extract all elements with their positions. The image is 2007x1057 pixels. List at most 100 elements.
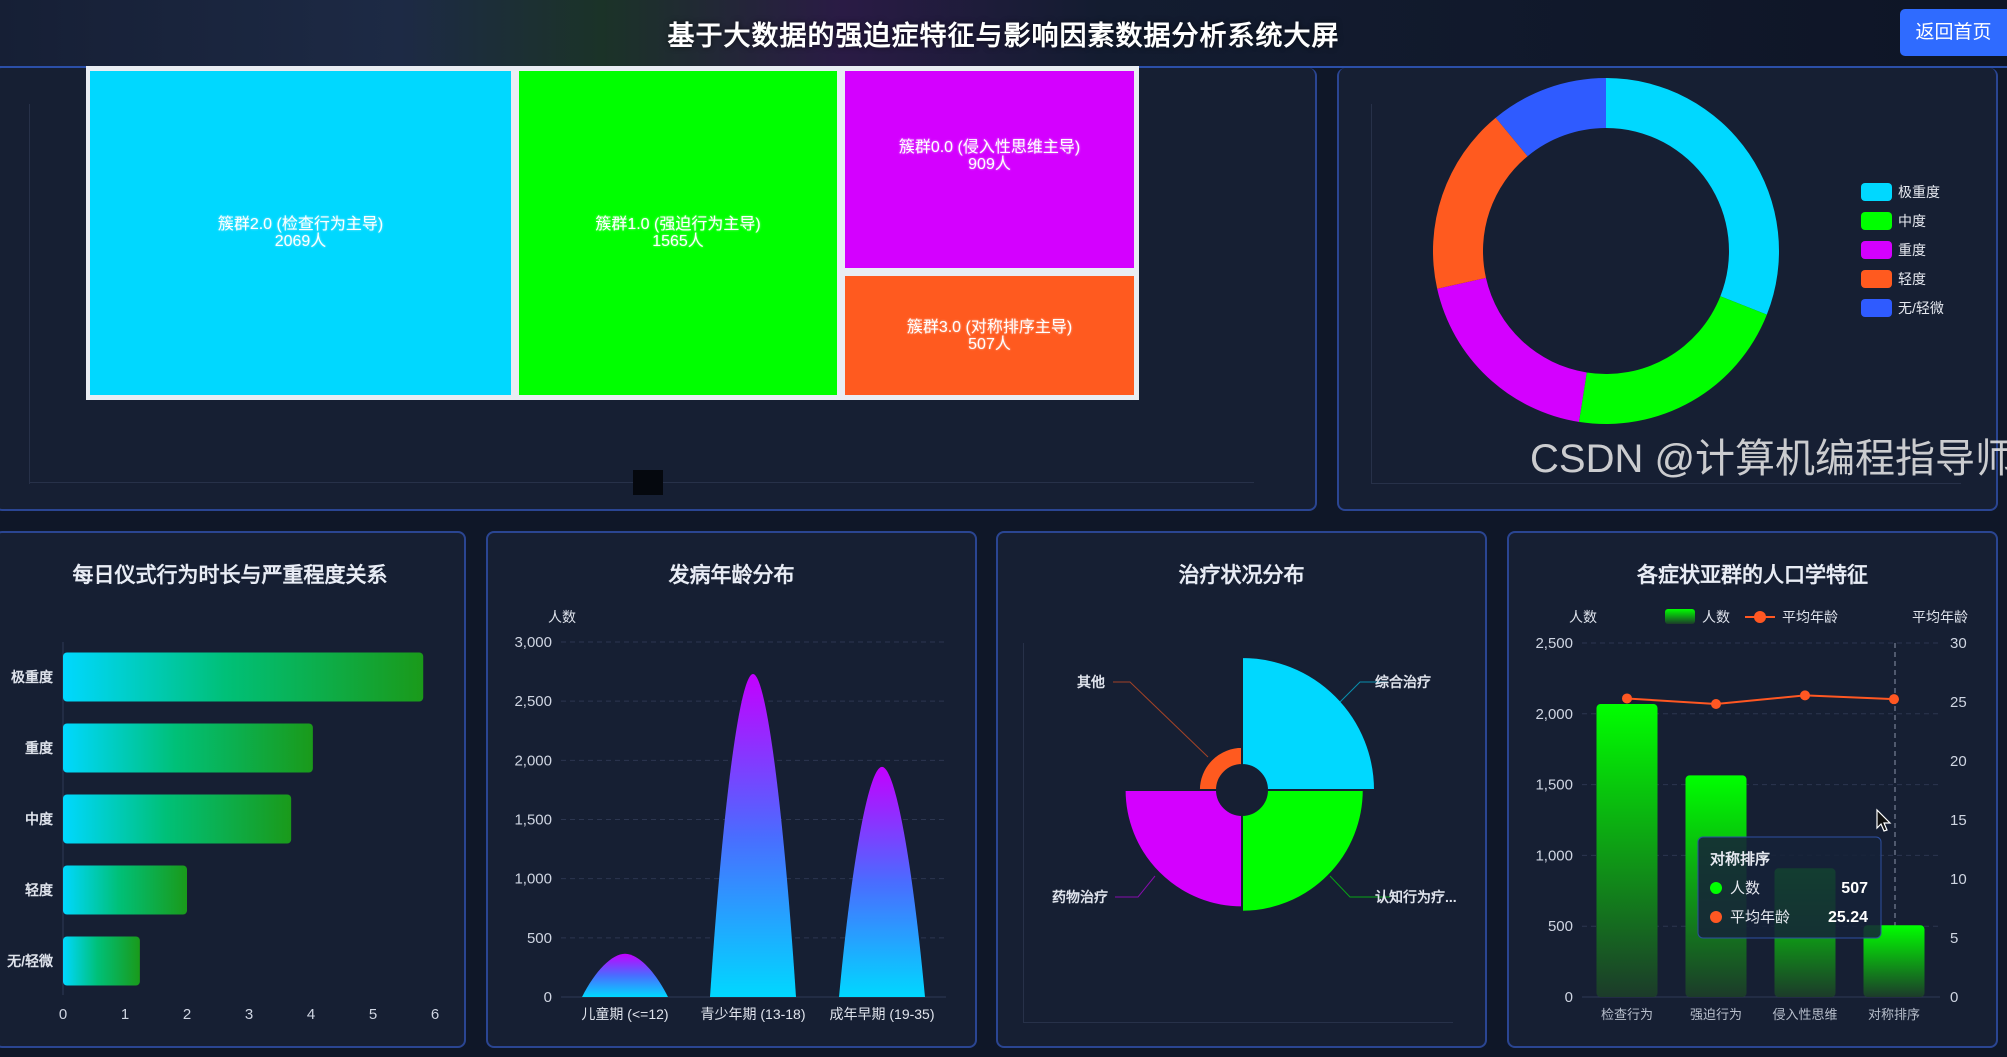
y-right-tick-label: 20 [1950, 753, 1967, 770]
axis-line-x [1023, 1022, 1453, 1023]
label-leader-line [1329, 875, 1390, 898]
x-tick-label: 成年早期 (19-35) [829, 1006, 934, 1022]
legend-label: 重度 [1898, 242, 1926, 258]
category-label: 极重度 [11, 669, 54, 685]
cluster-treemap-panel: 簇群2.0 (检查行为主导) 2069人 簇群1.0 (强迫行为主导) 1565… [0, 66, 1317, 511]
axis-line-y [29, 104, 30, 484]
cell-value: 2069人 [274, 233, 327, 250]
x-tick-label: 侵入性思维 [1772, 1007, 1837, 1022]
tooltip-marker [1710, 911, 1722, 923]
cell-value: 1565人 [652, 233, 704, 250]
y-tick-label: 1,500 [514, 812, 552, 829]
cell-value: 909人 [968, 156, 1011, 173]
label-leader-line [1113, 681, 1209, 758]
legend-label: 无/轻微 [1898, 300, 1944, 316]
category-label: 轻度 [25, 882, 54, 898]
y-tick-label: 0 [1565, 989, 1573, 1006]
cell-name: 簇群0.0 (侵入性思维主导) [898, 139, 1081, 156]
legend-swatch [1861, 270, 1892, 288]
watermark: CSDN @计算机编程指导师 [1530, 437, 2007, 481]
tooltip-title: 对称排序 [1710, 850, 1770, 868]
donut-slice[interactable] [1578, 296, 1767, 424]
y-tick-label: 2,500 [1535, 635, 1573, 652]
legend-label-count[interactable]: 人数 [1702, 609, 1730, 625]
peak-bar[interactable] [582, 953, 668, 997]
y-tick-label: 1,000 [1535, 847, 1573, 864]
donut-slice[interactable] [1433, 117, 1528, 289]
bar[interactable] [63, 723, 313, 773]
y-tick-label: 0 [544, 989, 552, 1006]
y-right-tick-label: 5 [1950, 930, 1958, 947]
age-point[interactable] [1800, 690, 1810, 701]
category-label: 重度 [25, 740, 54, 756]
rose-slice[interactable] [1197, 745, 1243, 791]
y-right-tick-label: 30 [1950, 635, 1967, 652]
y-tick-label: 1,000 [514, 871, 552, 888]
legend-label: 极重度 [1898, 184, 1940, 200]
legend-label-age[interactable]: 平均年龄 [1782, 609, 1838, 625]
peak-bar[interactable] [839, 766, 925, 997]
legend-swatch [1861, 241, 1892, 259]
category-label: 无/轻微 [6, 953, 54, 969]
panel-title: 每日仪式行为时长与严重程度关系 [72, 564, 388, 587]
x-tick-label: 强迫行为 [1690, 1007, 1742, 1022]
rose-slice[interactable] [1123, 789, 1243, 909]
y-right-tick-label: 0 [1950, 989, 1958, 1006]
bar[interactable] [63, 652, 424, 702]
donut-slice[interactable] [1437, 277, 1587, 422]
age-point[interactable] [1622, 693, 1632, 704]
panel-title: 治疗状况分布 [1178, 564, 1305, 587]
bar[interactable] [1863, 925, 1925, 997]
treemap-cell-symmetry[interactable]: 簇群3.0 (对称排序主导) 507人 [842, 273, 1137, 398]
x-tick-label: 4 [307, 1006, 315, 1023]
y-right-tick-label: 15 [1950, 812, 1967, 829]
panel-title: 各症状亚群的人口学特征 [1637, 564, 1868, 587]
bar[interactable] [63, 865, 187, 915]
scroll-handle[interactable] [633, 470, 663, 495]
legend-swatch [1861, 212, 1892, 230]
y-tick-label: 2,500 [514, 693, 552, 710]
y-axis-name: 人数 [548, 609, 576, 625]
slice-label: 药物治疗 [1052, 889, 1108, 905]
rose-slice[interactable] [1241, 656, 1376, 791]
tooltip-row-name: 平均年龄 [1730, 909, 1790, 926]
treatment-panel: 治疗状况分布 [996, 531, 1487, 1048]
x-tick-label: 对称排序 [1868, 1007, 1920, 1022]
y-tick-label: 500 [527, 930, 552, 947]
donut-slice[interactable] [1606, 78, 1779, 315]
treemap-cell-compulsion[interactable]: 簇群1.0 (强迫行为主导) 1565人 [516, 68, 840, 398]
y-tick-label: 1,500 [1535, 777, 1573, 794]
y-tick-label: 500 [1548, 918, 1573, 935]
age-point[interactable] [1889, 694, 1899, 705]
legend-swatch-count[interactable] [1665, 609, 1695, 624]
bar[interactable] [63, 794, 292, 844]
back-home-button[interactable]: 返回首页 [1900, 9, 2007, 56]
y-right-tick-label: 25 [1950, 694, 1967, 711]
treemap-cell-intrusive[interactable]: 簇群0.0 (侵入性思维主导) 909人 [842, 68, 1137, 271]
tooltip-row-value: 507 [1841, 880, 1868, 897]
label-leader-line [1115, 875, 1156, 898]
bar[interactable] [1596, 704, 1658, 997]
x-tick-label: 青少年期 (13-18) [700, 1006, 805, 1022]
legend-label: 中度 [1898, 213, 1926, 229]
legend-swatch [1861, 299, 1892, 317]
bar[interactable] [63, 936, 140, 986]
tooltip-marker [1710, 882, 1722, 894]
peak-bar[interactable] [710, 673, 796, 997]
x-tick-label: 0 [59, 1006, 67, 1023]
x-tick-label: 1 [121, 1006, 129, 1023]
slice-label: 认知行为疗... [1375, 889, 1457, 905]
page-title: 基于大数据的强迫症特征与影响因素数据分析系统大屏 [667, 21, 1340, 51]
age-point[interactable] [1711, 699, 1721, 710]
x-tick-label: 6 [431, 1006, 439, 1023]
axis-line-y [1371, 104, 1372, 484]
legend-label: 轻度 [1898, 271, 1926, 287]
x-tick-label: 儿童期 (<=12) [581, 1006, 668, 1022]
y-right-axis-name: 平均年龄 [1912, 609, 1968, 625]
rose-slice[interactable] [1241, 789, 1365, 913]
treemap-cell-checking[interactable]: 簇群2.0 (检查行为主导) 2069人 [87, 68, 514, 398]
y-right-tick-label: 10 [1950, 871, 1967, 888]
donut-slice[interactable] [1495, 78, 1606, 157]
